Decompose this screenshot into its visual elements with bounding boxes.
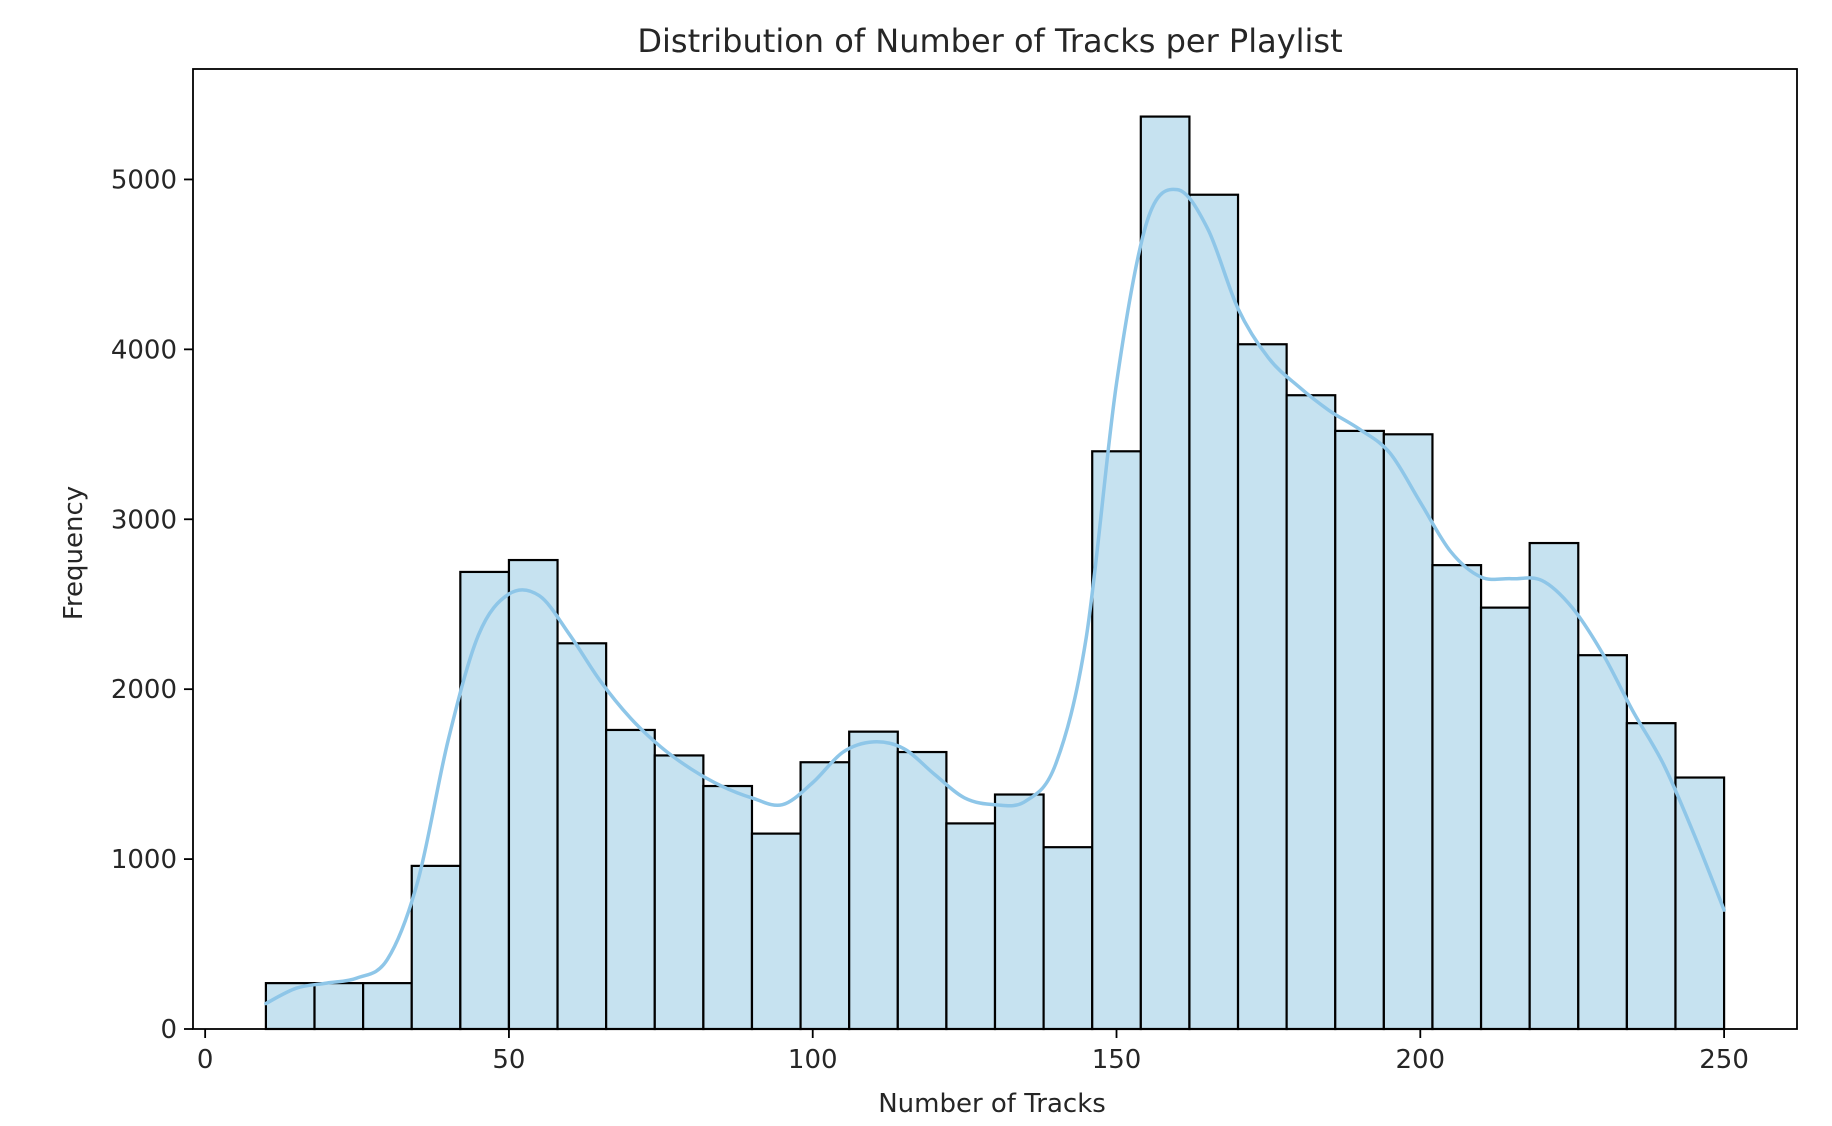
x-tick-label: 150 xyxy=(1092,1045,1142,1075)
histogram-bar xyxy=(848,730,899,1031)
y-tick-label: 1000 xyxy=(111,845,177,875)
histogram-bar xyxy=(1139,115,1191,1031)
histogram-bar xyxy=(1625,722,1677,1031)
plot-frame xyxy=(192,68,1798,1030)
histogram-bar xyxy=(1334,429,1385,1031)
histogram-bar xyxy=(362,982,413,1031)
histogram-bar xyxy=(1479,606,1531,1031)
histogram-bar xyxy=(1042,846,1094,1031)
histogram-bar xyxy=(556,642,608,1031)
histogram-bar xyxy=(653,754,705,1031)
histogram-bar xyxy=(1674,776,1726,1031)
y-axis-label: Frequency xyxy=(59,486,89,620)
histogram-bar xyxy=(459,570,511,1031)
x-tick-label: 0 xyxy=(197,1045,214,1075)
x-axis: 0 50 100 150 200 250 xyxy=(197,1029,1749,1075)
y-tick-label: 2000 xyxy=(111,675,177,705)
y-tick-label: 4000 xyxy=(111,335,177,365)
histogram-bar xyxy=(1431,564,1483,1031)
histogram-bar xyxy=(896,750,948,1031)
y-axis: 0 1000 2000 3000 4000 5000 xyxy=(111,165,193,1045)
x-axis-label: Number of Tracks xyxy=(878,1089,1106,1119)
y-tick-label: 0 xyxy=(160,1015,177,1045)
histogram-bar xyxy=(1577,654,1628,1031)
x-tick-label: 200 xyxy=(1395,1045,1445,1075)
histogram-bar xyxy=(1091,450,1142,1031)
x-tick-label: 50 xyxy=(492,1045,525,1075)
histogram-bar xyxy=(993,793,1045,1031)
histogram-bar xyxy=(945,822,997,1031)
histogram-bar xyxy=(605,728,656,1031)
kde-curve xyxy=(264,187,1726,1006)
histogram-bar xyxy=(750,832,802,1031)
histogram-bar xyxy=(799,761,851,1031)
chart-title: Distribution of Number of Tracks per Pla… xyxy=(637,22,1342,60)
histogram-bar xyxy=(1236,343,1288,1031)
histogram-bar xyxy=(1188,193,1240,1031)
bars-group xyxy=(264,115,1726,1031)
histogram-bar xyxy=(1382,433,1434,1031)
histogram-bar xyxy=(702,784,754,1031)
x-tick-label: 100 xyxy=(788,1045,838,1075)
histogram-bar xyxy=(313,982,365,1031)
histogram-bar xyxy=(1528,541,1580,1031)
histogram-bar xyxy=(410,864,462,1031)
y-tick-label: 3000 xyxy=(111,505,177,535)
y-tick-label: 5000 xyxy=(111,165,177,195)
x-tick-label: 250 xyxy=(1699,1045,1749,1075)
histogram-bar xyxy=(507,558,559,1031)
histogram-bar xyxy=(1285,394,1337,1031)
